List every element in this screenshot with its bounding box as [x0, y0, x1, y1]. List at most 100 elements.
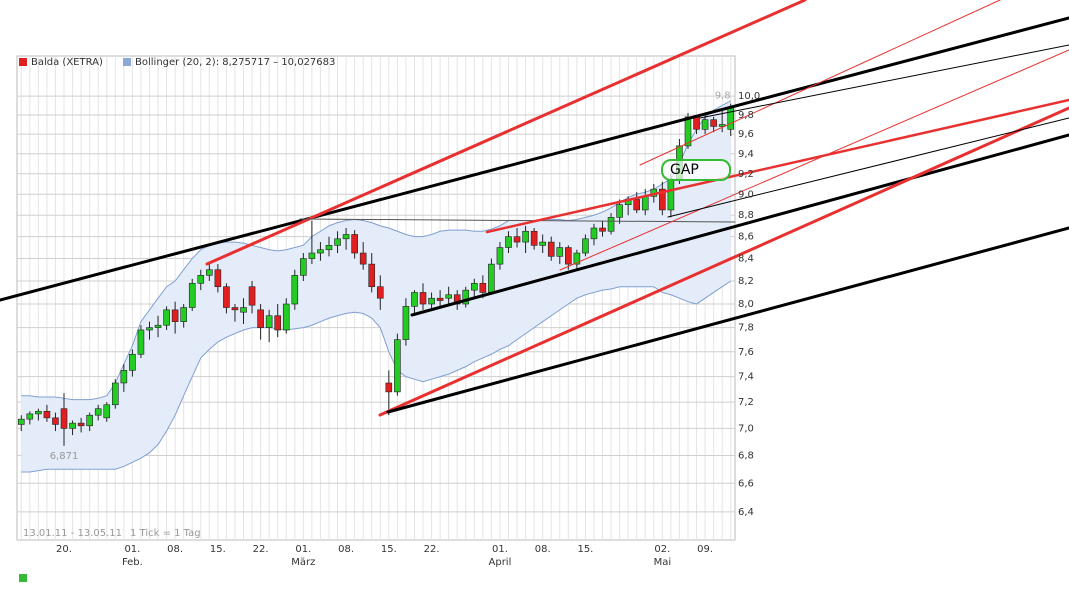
- candle-body: [69, 422, 76, 429]
- candle-body: [445, 294, 452, 299]
- last-label: 9,8: [715, 91, 731, 102]
- volume-swatch: [19, 574, 27, 582]
- candle-body: [488, 263, 495, 293]
- trendline: [378, 106, 1069, 417]
- y-tick-label: 8,8: [738, 210, 754, 221]
- candle-body: [565, 247, 572, 265]
- candle-body: [52, 417, 59, 425]
- candle-body: [274, 315, 282, 331]
- candle-body: [214, 269, 222, 288]
- month-label: April: [489, 557, 512, 568]
- candle-body: [137, 329, 145, 355]
- candle-body: [462, 289, 470, 305]
- y-tick-label: 6,4: [738, 507, 754, 518]
- tick-label: 1 Tick = 1 Tag: [130, 528, 201, 539]
- candle-body: [103, 404, 111, 419]
- candle-body: [428, 297, 435, 305]
- candle-body: [530, 230, 538, 246]
- candle-body: [368, 263, 376, 288]
- candle-body: [342, 234, 350, 240]
- candle-body: [701, 119, 709, 130]
- candle-body: [300, 258, 307, 276]
- x-tick-label: 01.: [492, 544, 508, 555]
- candle-body: [479, 282, 487, 293]
- x-tick-label: 20.: [56, 544, 72, 555]
- y-tick-label: 8,4: [738, 254, 754, 265]
- y-tick-label: 7,4: [738, 372, 754, 383]
- y-tick-label: 9,4: [738, 149, 754, 160]
- candle-body: [599, 227, 606, 232]
- candle-body: [590, 227, 598, 240]
- y-tick-label: 7,6: [738, 347, 754, 358]
- month-label: Mai: [654, 557, 672, 568]
- legend-label: Balda (XETRA): [31, 57, 103, 68]
- x-tick-label: 15.: [381, 544, 397, 555]
- trendline: [639, 0, 1001, 166]
- candle-body: [582, 238, 589, 254]
- candle-body: [163, 309, 170, 326]
- gap-box: [661, 159, 731, 181]
- candle-body: [710, 119, 717, 127]
- candle-body: [240, 307, 247, 313]
- candle-body: [641, 196, 649, 211]
- candle-body: [385, 382, 393, 393]
- candle-body: [376, 286, 384, 299]
- y-tick-label: 10,0: [738, 91, 760, 102]
- y-tick-label: 7,2: [738, 397, 754, 408]
- x-tick-label: 02.: [654, 544, 670, 555]
- low-label: 6,871: [50, 451, 79, 462]
- candle-body: [77, 422, 85, 427]
- candle-body: [616, 204, 623, 218]
- candle-body: [684, 116, 692, 147]
- gap-label: GAP: [670, 162, 699, 178]
- x-tick-label: 22.: [253, 544, 269, 555]
- legend-swatch: [123, 58, 131, 66]
- candle-body: [522, 230, 529, 243]
- legend-swatch: [19, 58, 27, 66]
- x-tick-label: 08.: [535, 544, 551, 555]
- x-tick-label: 08.: [167, 544, 183, 555]
- trendline: [0, 16, 1069, 302]
- trendline: [299, 218, 736, 223]
- candle-body: [154, 324, 162, 328]
- y-tick-label: 7,8: [738, 323, 754, 334]
- candle-body: [146, 327, 153, 331]
- band-upper: [21, 100, 731, 401]
- candle-body: [171, 309, 179, 322]
- candle-body: [351, 234, 358, 254]
- y-tick-label: 9,0: [738, 189, 754, 200]
- candle-body: [86, 414, 93, 427]
- trendline: [699, 44, 1069, 119]
- candle-body: [394, 339, 401, 393]
- candle-body: [94, 408, 102, 416]
- candle-body: [693, 116, 700, 130]
- candle-body: [539, 241, 546, 246]
- band-lower: [21, 280, 732, 473]
- trendline: [485, 98, 1069, 234]
- band-fill: [21, 100, 731, 473]
- candle-body: [120, 370, 128, 384]
- trendline: [667, 117, 1069, 218]
- candle-body: [633, 199, 641, 211]
- x-tick-label: 15.: [210, 544, 226, 555]
- x-tick-label: 01.: [295, 544, 311, 555]
- candle-body: [334, 238, 341, 246]
- candle-body: [111, 382, 119, 406]
- candle-body: [223, 286, 230, 308]
- trendline: [559, 49, 1069, 271]
- candle-body: [513, 236, 521, 243]
- candle-body: [265, 315, 273, 328]
- x-tick-label: 09.: [697, 544, 713, 555]
- candle-body: [667, 178, 675, 211]
- candle-body: [505, 236, 512, 248]
- candle-body: [35, 410, 42, 415]
- candle-body: [402, 306, 410, 340]
- y-tick-label: 7,0: [738, 423, 754, 434]
- y-tick-label: 8,2: [738, 276, 754, 287]
- candle-body: [470, 282, 478, 291]
- candle-body: [419, 292, 427, 305]
- candle-body: [197, 275, 205, 284]
- candle-body: [60, 408, 68, 429]
- y-tick-label: 9,6: [738, 129, 754, 140]
